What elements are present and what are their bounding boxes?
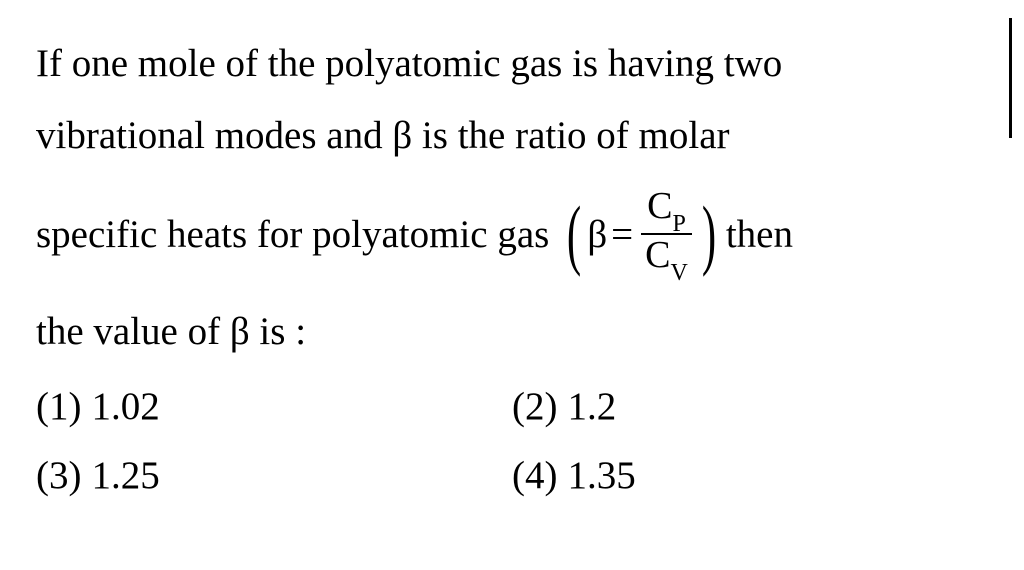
option-1: (1) 1.02 — [36, 384, 512, 429]
option-4-value: 1.35 — [567, 453, 635, 498]
question-line-4: the value of β is : — [36, 296, 988, 368]
option-2: (2) 1.2 — [512, 384, 988, 429]
fraction-denominator: CV — [641, 235, 692, 282]
option-2-value: 1.2 — [567, 384, 616, 429]
num-sub-p: P — [673, 211, 686, 237]
option-3-number: (3) — [36, 453, 81, 498]
option-3-value: 1.25 — [91, 453, 159, 498]
num-c: C — [647, 185, 672, 227]
right-border-line — [1009, 18, 1012, 138]
option-4-number: (4) — [512, 453, 557, 498]
option-1-number: (1) — [36, 384, 81, 429]
equals-sign: = — [611, 215, 633, 254]
option-1-value: 1.02 — [91, 384, 159, 429]
line3-pretext: specific heats for polyatomic gas — [36, 215, 549, 254]
den-sub-v: V — [671, 260, 688, 286]
option-4: (4) 1.35 — [512, 453, 988, 498]
paren-left: ( — [567, 207, 581, 262]
line3-posttext: then — [726, 215, 793, 254]
question-line-2: vibrational modes and β is the ratio of … — [36, 100, 988, 172]
question-line-1: If one mole of the polyatomic gas is hav… — [36, 28, 988, 100]
question-line-3: specific heats for polyatomic gas ( β = … — [36, 186, 988, 282]
options-grid: (1) 1.02 (2) 1.2 (3) 1.25 (4) 1.35 — [36, 384, 988, 498]
den-c: C — [645, 234, 670, 276]
cp-cv-fraction: CP CV — [641, 186, 692, 282]
paren-right: ) — [702, 207, 716, 262]
beta-equation: β = CP CV — [587, 186, 696, 282]
option-2-number: (2) — [512, 384, 557, 429]
option-3: (3) 1.25 — [36, 453, 512, 498]
beta-symbol: β — [587, 215, 607, 254]
fraction-numerator: CP — [643, 186, 690, 233]
